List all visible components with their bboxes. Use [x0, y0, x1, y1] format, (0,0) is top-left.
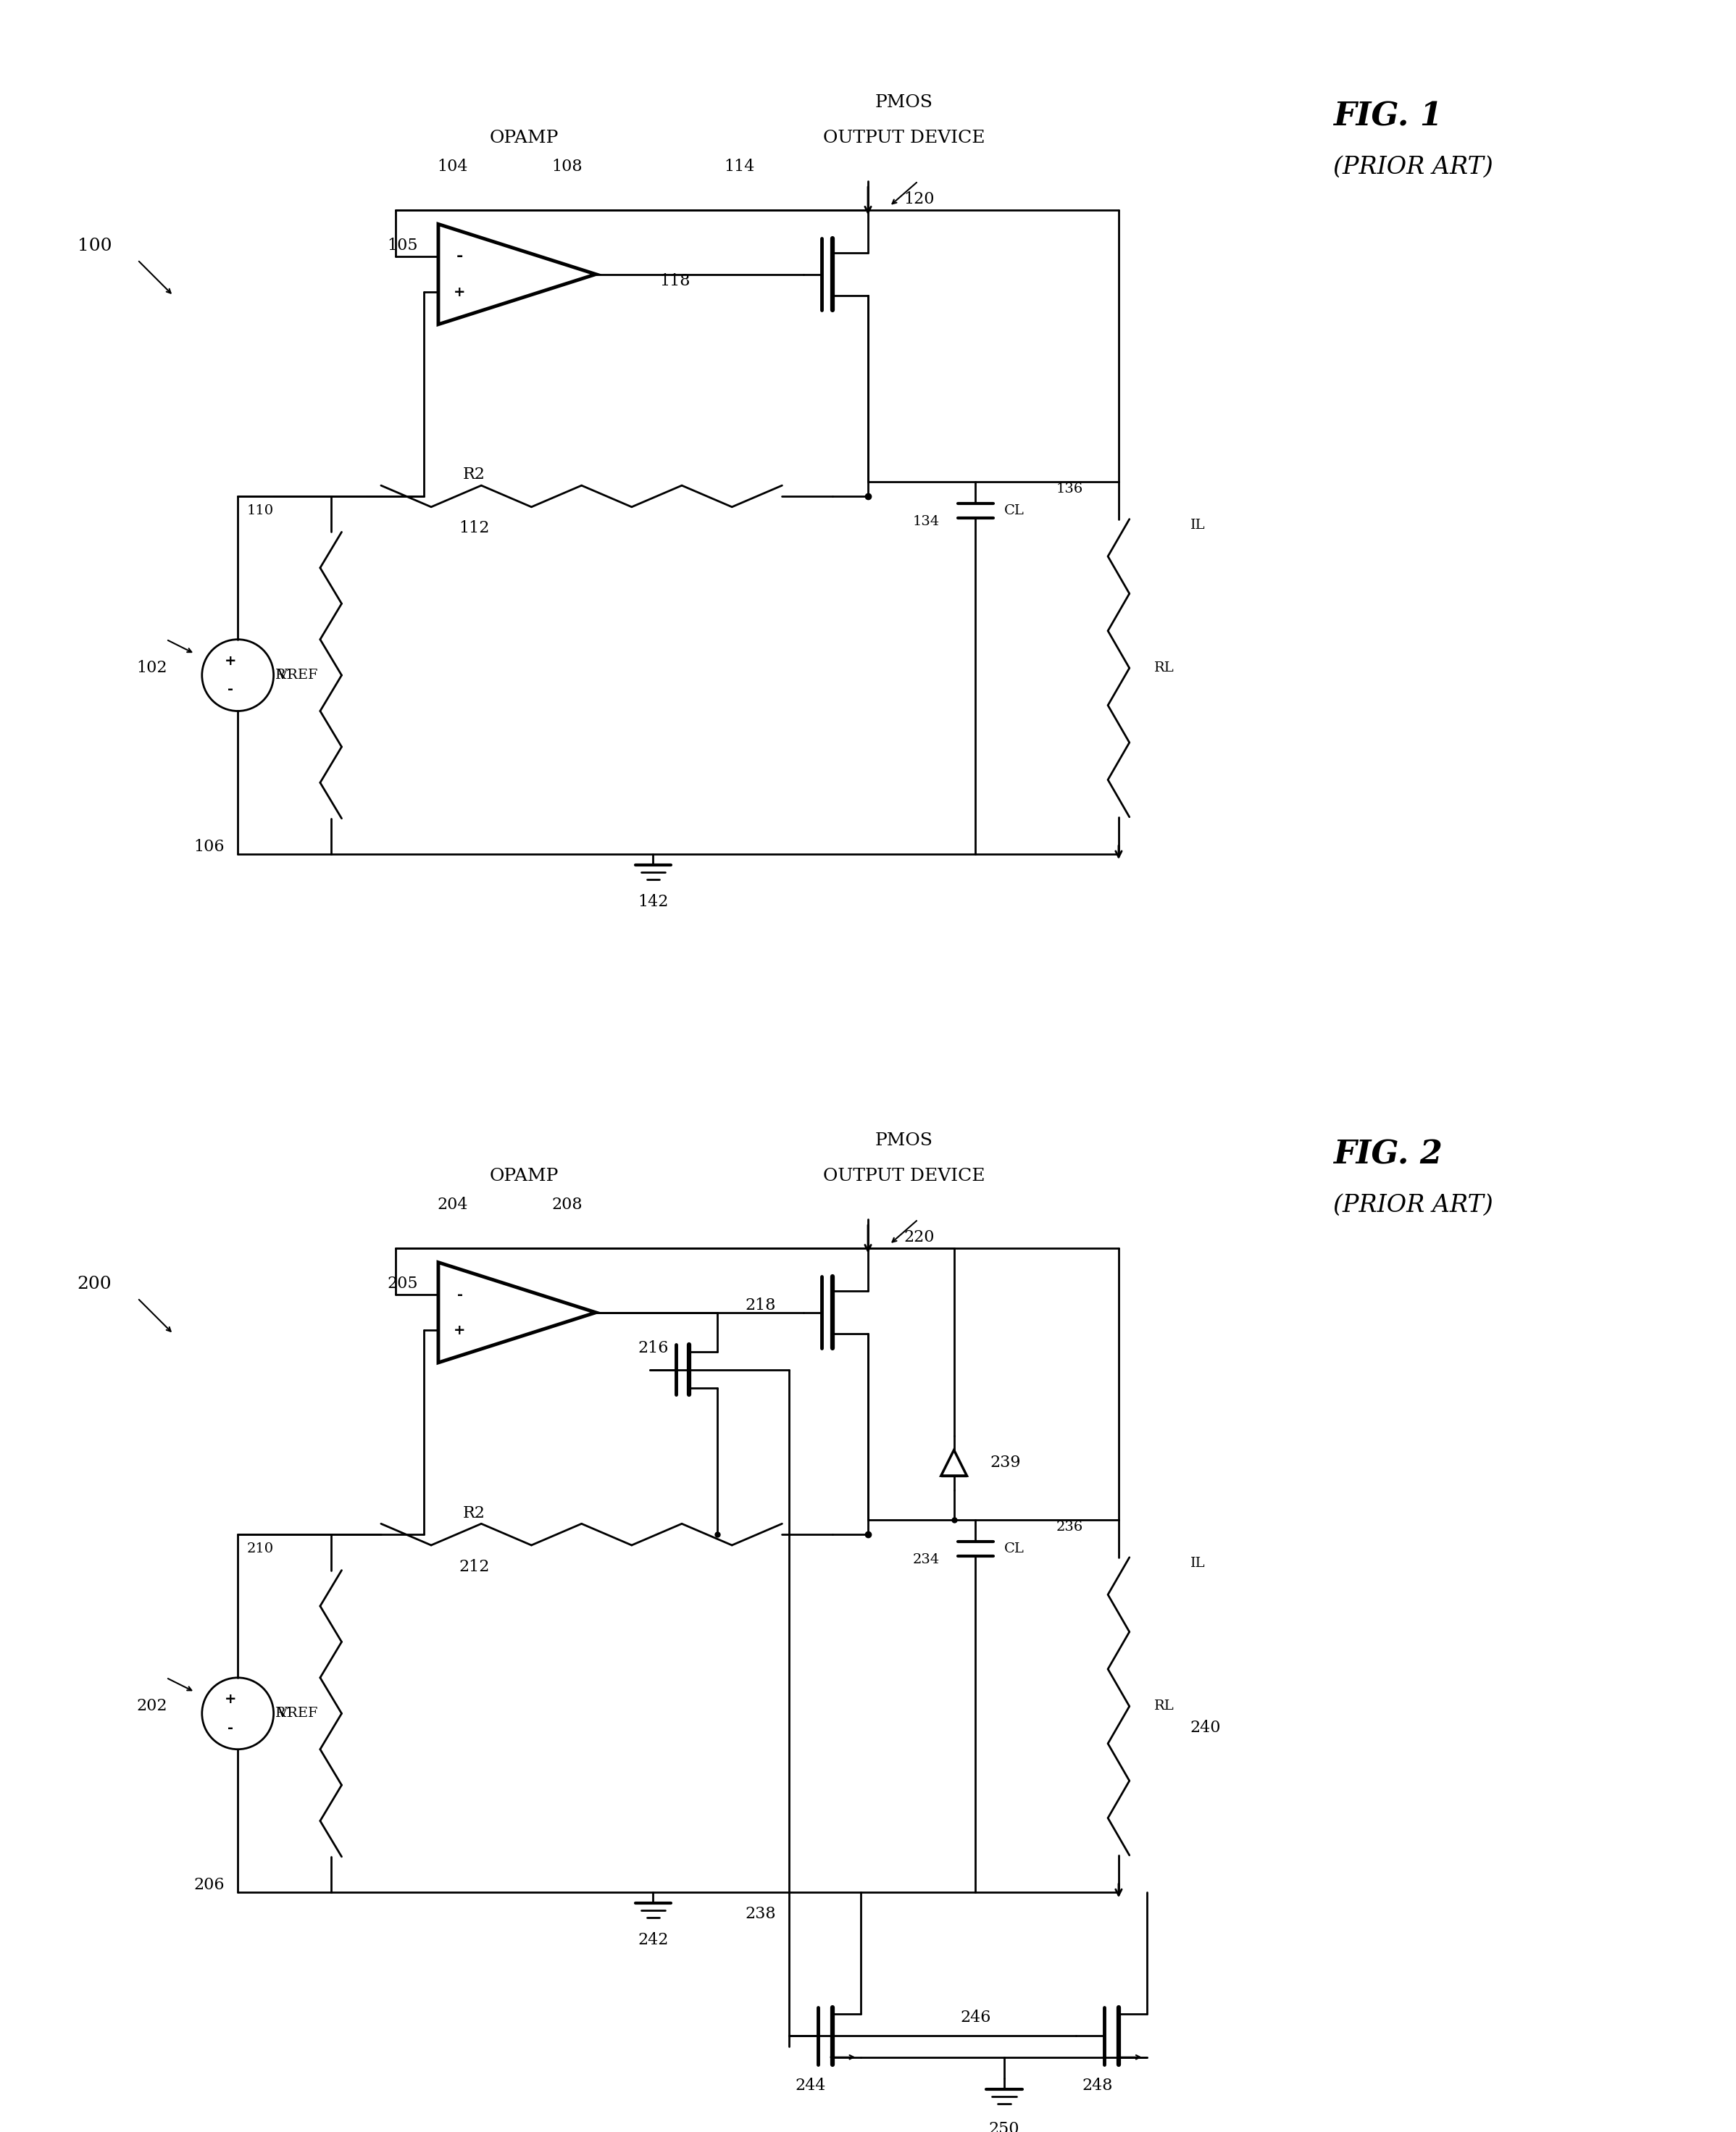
Text: VREF: VREF — [278, 1708, 318, 1721]
Text: FIG. 1: FIG. 1 — [1333, 100, 1443, 132]
Text: 118: 118 — [660, 273, 689, 290]
Text: 248: 248 — [1082, 2079, 1113, 2094]
Text: 110: 110 — [247, 503, 274, 518]
Text: FIG. 2: FIG. 2 — [1333, 1138, 1443, 1170]
Text: VREF: VREF — [278, 669, 318, 682]
Text: 236: 236 — [1055, 1520, 1083, 1533]
Text: 216: 216 — [637, 1341, 668, 1356]
Text: 200: 200 — [78, 1275, 111, 1292]
Text: 100: 100 — [78, 237, 111, 254]
Text: 204: 204 — [437, 1198, 469, 1213]
Text: RL: RL — [1154, 1699, 1175, 1712]
Text: 114: 114 — [724, 160, 755, 175]
Text: 102: 102 — [137, 661, 167, 676]
Text: -: - — [227, 1721, 234, 1735]
Text: IL: IL — [1191, 1556, 1205, 1569]
Text: 212: 212 — [458, 1558, 490, 1576]
Text: +: + — [224, 655, 236, 667]
Text: 234: 234 — [913, 1552, 939, 1567]
Text: +: + — [224, 1693, 236, 1706]
Text: 218: 218 — [745, 1298, 776, 1313]
Text: 108: 108 — [552, 160, 583, 175]
Text: 106: 106 — [194, 840, 224, 855]
Text: +: + — [453, 1324, 465, 1337]
Text: 206: 206 — [194, 1878, 224, 1893]
Text: OUTPUT DEVICE: OUTPUT DEVICE — [823, 1168, 984, 1185]
Text: CL: CL — [1003, 503, 1024, 518]
Text: R2: R2 — [464, 1505, 486, 1520]
Text: 134: 134 — [913, 514, 939, 529]
Text: 142: 142 — [637, 893, 668, 910]
Text: -: - — [227, 682, 234, 697]
Text: PMOS: PMOS — [875, 94, 932, 111]
Text: R1: R1 — [276, 669, 295, 682]
Text: 238: 238 — [745, 1906, 776, 1921]
Text: -: - — [457, 1288, 464, 1301]
Text: 136: 136 — [1055, 482, 1083, 495]
Text: 250: 250 — [990, 2121, 1019, 2132]
Text: 244: 244 — [795, 2079, 826, 2094]
Text: PMOS: PMOS — [875, 1132, 932, 1149]
Text: 246: 246 — [960, 2010, 991, 2025]
Text: 242: 242 — [637, 1932, 668, 1949]
Text: (PRIOR ART): (PRIOR ART) — [1333, 1194, 1493, 1217]
Text: RL: RL — [1154, 661, 1175, 674]
Text: R2: R2 — [464, 467, 486, 482]
Text: 202: 202 — [137, 1699, 167, 1714]
Text: 208: 208 — [552, 1198, 583, 1213]
Text: 120: 120 — [904, 192, 934, 207]
Text: 104: 104 — [437, 160, 469, 175]
Text: 205: 205 — [387, 1275, 418, 1292]
Text: R1: R1 — [276, 1708, 295, 1721]
Text: +: + — [453, 286, 465, 298]
Text: 239: 239 — [990, 1454, 1021, 1471]
Text: CL: CL — [1003, 1541, 1024, 1556]
Text: (PRIOR ART): (PRIOR ART) — [1333, 156, 1493, 179]
Text: OPAMP: OPAMP — [490, 130, 559, 147]
Text: 112: 112 — [458, 520, 490, 537]
Text: OUTPUT DEVICE: OUTPUT DEVICE — [823, 130, 984, 147]
Text: 240: 240 — [1191, 1721, 1220, 1735]
Text: 210: 210 — [247, 1541, 274, 1556]
Text: 105: 105 — [387, 237, 418, 254]
Text: IL: IL — [1191, 518, 1205, 531]
Text: OPAMP: OPAMP — [490, 1168, 559, 1185]
Text: -: - — [457, 249, 464, 264]
Text: 220: 220 — [904, 1230, 934, 1245]
